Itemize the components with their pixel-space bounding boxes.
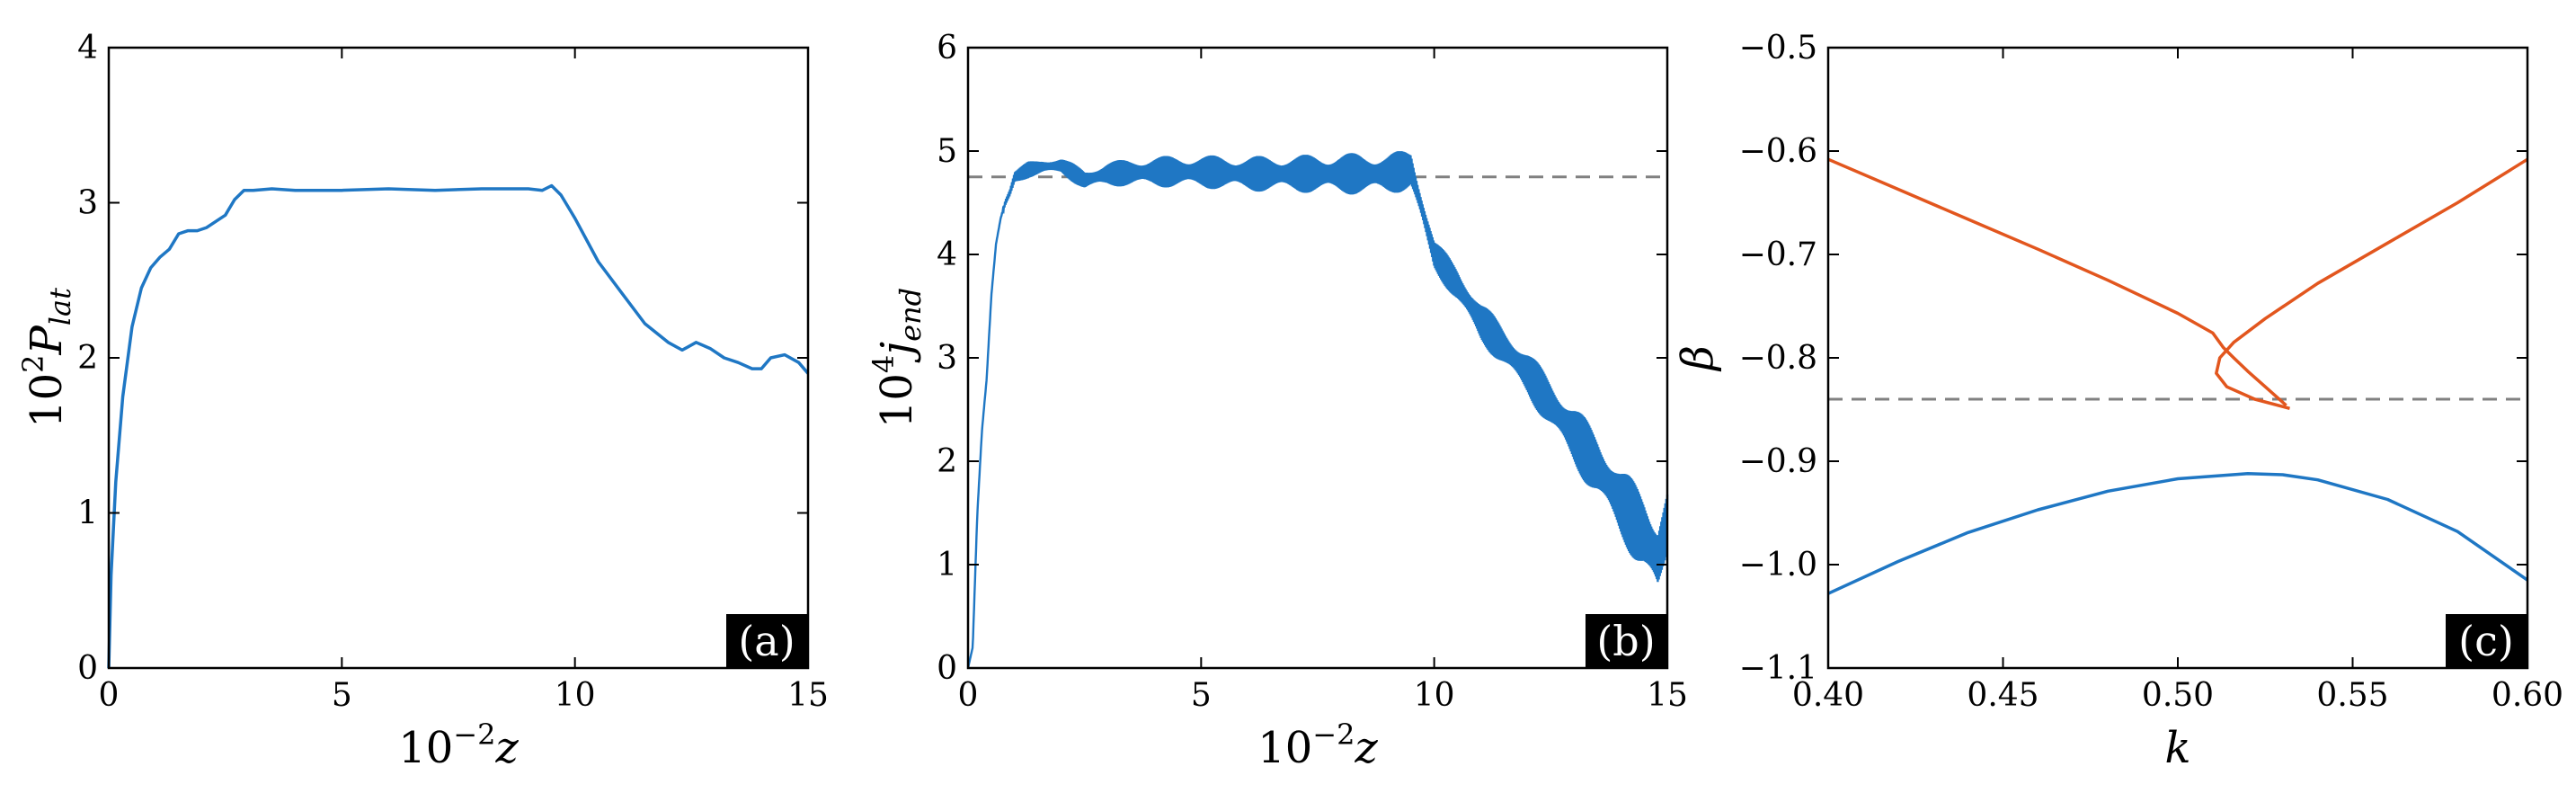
panel-c-xlabel: k (2164, 723, 2190, 773)
panel-a-ytick-label: 0 (77, 650, 98, 687)
panel-c-xtick-label: 0.45 (1967, 677, 2039, 714)
panel-b-xtick-label: 15 (1647, 677, 1688, 714)
panel-a-ytick-label: 2 (77, 340, 98, 377)
panel-b-label-bg (1586, 614, 1667, 668)
panel-b-xlabel: 10−2z (1257, 717, 1378, 773)
panel-b-label: (b) (1596, 617, 1655, 665)
panel-c-ytick-label: −0.8 (1739, 340, 1817, 377)
panel-c-ytick-label: −0.9 (1739, 443, 1817, 480)
panel-c-ytick-label: −1.1 (1739, 650, 1817, 687)
panel-a-label: (a) (738, 617, 795, 665)
panel-b-marks (966, 151, 1669, 669)
panel-b-ytick-label: 1 (937, 547, 957, 584)
panel-a-series-0 (107, 183, 810, 669)
panel-c-ytick-label: −0.6 (1739, 133, 1817, 170)
panel-b: 0 5 10 15 0 1 2 3 4 5 6 (b) 10−2z 104jend (866, 30, 1688, 773)
panel-c-series-2 (1827, 472, 2528, 595)
panel-a-ticks: 0 5 10 15 0 1 2 3 4 (77, 30, 829, 714)
panel-b-ytick-label: 4 (937, 236, 957, 273)
panel-c-label-bg (2446, 614, 2527, 668)
panel-c-ytick-label: −1.0 (1739, 547, 1817, 584)
panel-a-marks (107, 183, 810, 669)
panel-b-series-0 (966, 151, 1669, 669)
panel-b-ylabel: 104jend (866, 288, 928, 428)
panel-b-frame (966, 46, 1669, 670)
panel-a-frame (107, 46, 810, 670)
panel-b-ytick-label: 3 (937, 340, 957, 377)
panel-c-ticks: 0.40 0.45 0.50 0.55 0.60 −1.1 −1.0 −0.9 −0.8 −0.7… (1739, 30, 2564, 714)
panel-a-xlabel: 10−2z (398, 717, 519, 773)
panel-b-xtick-label: 0 (958, 677, 979, 714)
panel-a: 0 5 10 15 0 1 2 3 4 (a) 10−2z 102Plat (16, 30, 829, 773)
panel-b-ytick-label: 6 (937, 30, 957, 67)
panel-c-frame (1826, 46, 2529, 670)
panel-b-xtick-label: 5 (1191, 677, 1212, 714)
panel-c-xtick-label: 0.40 (1792, 677, 1864, 714)
panel-a-xtick-label: 10 (555, 677, 596, 714)
panel-b-ytick-label: 5 (937, 133, 957, 170)
panel-c-marks (1827, 157, 2528, 595)
panel-a-ytick-label: 3 (77, 185, 98, 222)
panel-c-xtick-label: 0.50 (2142, 677, 2214, 714)
panel-a-ylabel: 102Plat (16, 288, 77, 428)
panel-c-ytick-label: −0.5 (1739, 30, 1817, 67)
panel-b-ytick-label: 0 (937, 650, 957, 687)
panel-c: 0.40 0.45 0.50 0.55 0.60 −1.1 −1.0 −0.9 −0.8 −0.7… (1673, 30, 2563, 773)
panel-c-series-0 (1827, 157, 2287, 407)
panel-a-xtick-label: 0 (99, 677, 120, 714)
panel-c-series-1 (2215, 157, 2528, 410)
panel-a-ytick-label: 4 (77, 30, 98, 67)
panel-c-ytick-label: −0.7 (1739, 236, 1817, 273)
panel-c-label: (c) (2458, 617, 2514, 665)
panel-b-ticks: 0 5 10 15 0 1 2 3 4 5 6 (937, 30, 1688, 714)
panel-c-xtick-label: 0.60 (2492, 677, 2563, 714)
panel-c-xtick-label: 0.55 (2316, 677, 2388, 714)
panel-b-ytick-label: 2 (937, 443, 957, 480)
panel-a-xtick-label: 5 (332, 677, 352, 714)
panel-c-ylabel: β (1673, 345, 1723, 372)
panel-b-xtick-label: 10 (1414, 677, 1455, 714)
panel-a-label-bg (726, 614, 808, 668)
panel-a-ytick-label: 1 (77, 495, 98, 532)
panel-a-xtick-label: 15 (787, 677, 829, 714)
